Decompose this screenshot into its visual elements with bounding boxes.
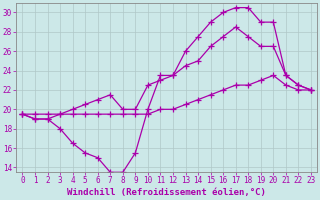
X-axis label: Windchill (Refroidissement éolien,°C): Windchill (Refroidissement éolien,°C) — [67, 188, 266, 197]
